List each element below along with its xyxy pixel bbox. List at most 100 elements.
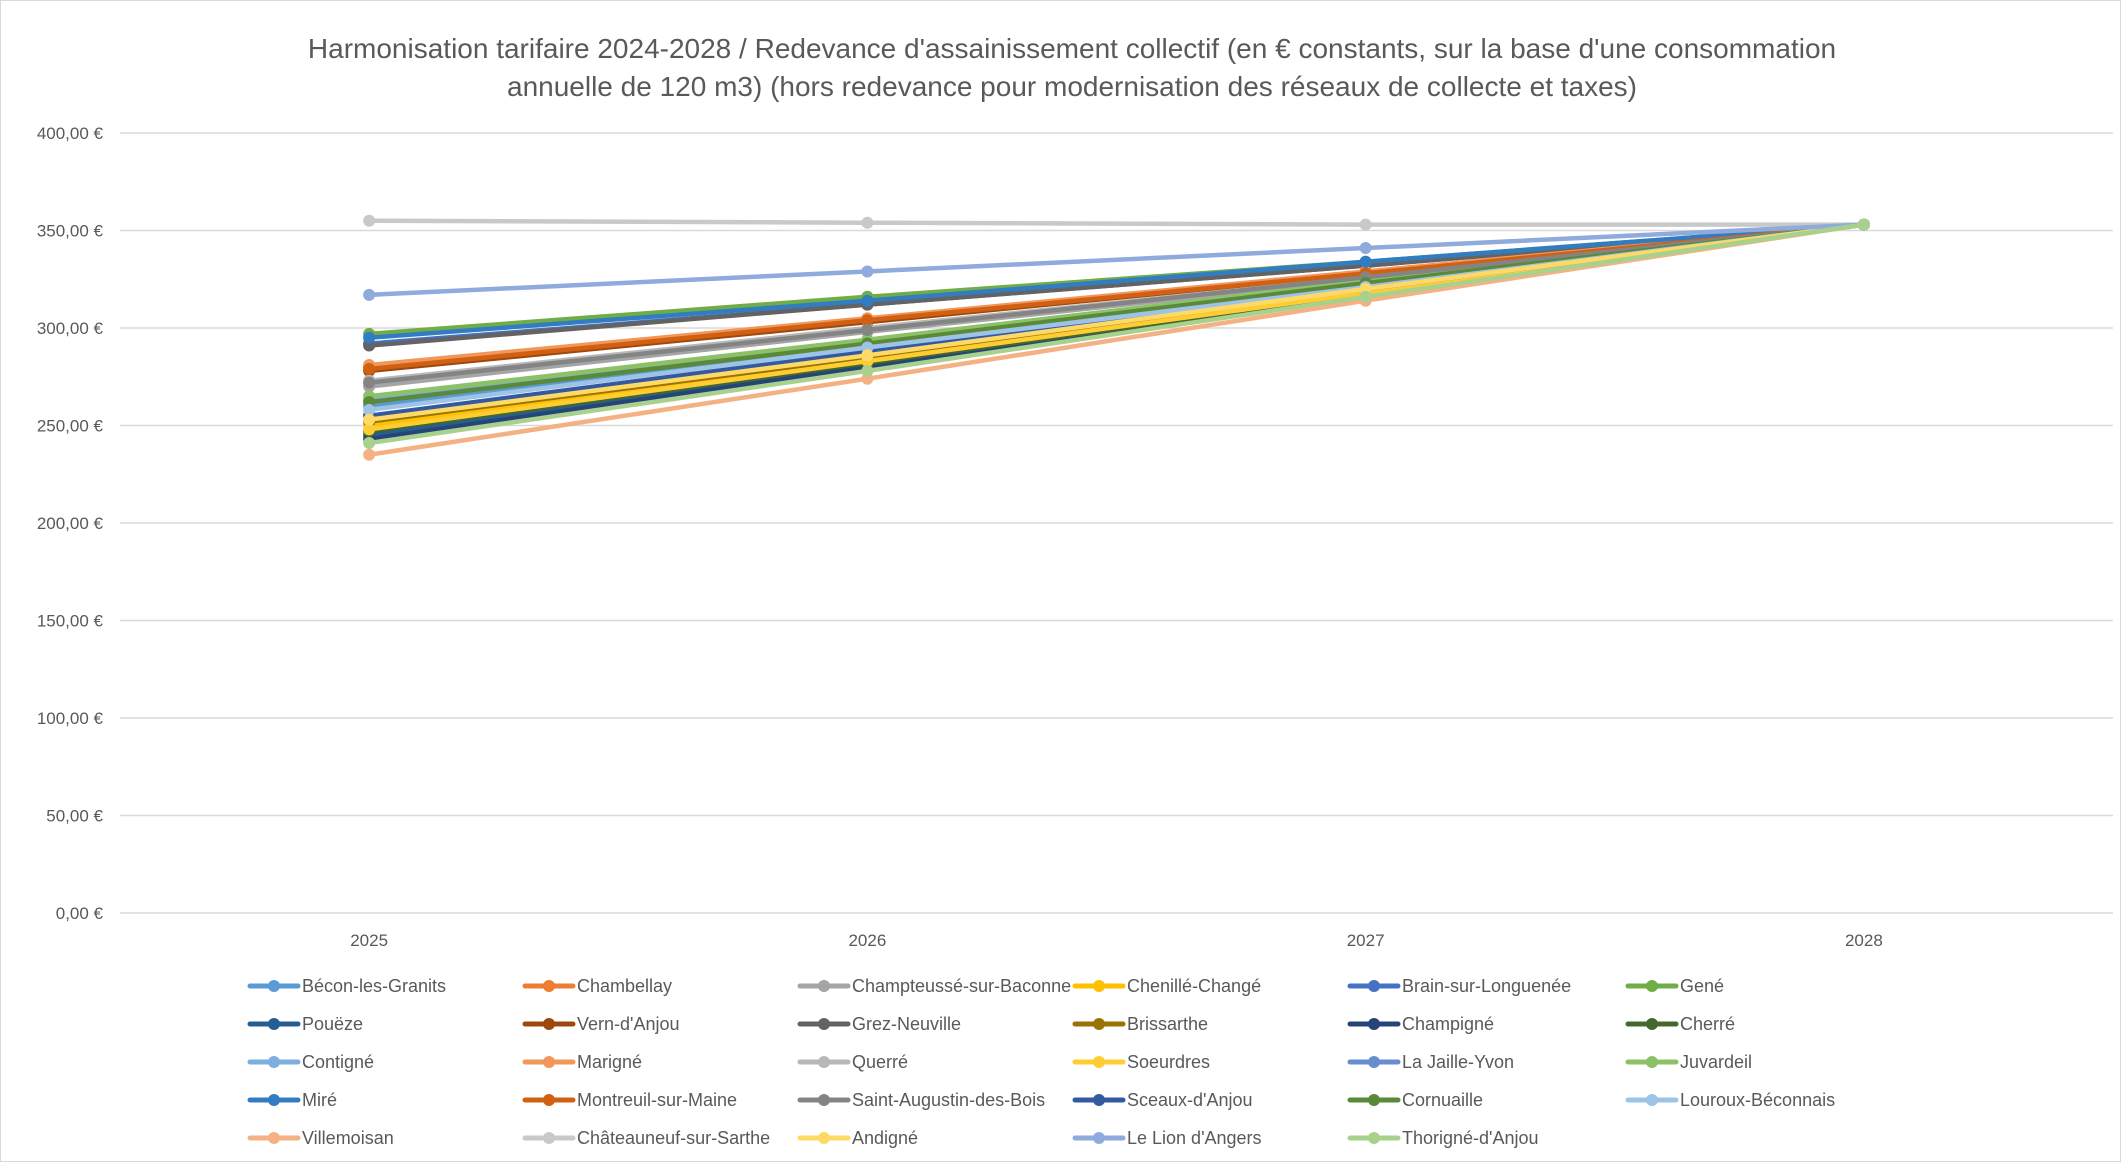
series-line xyxy=(366,222,1867,422)
x-tick-label: 2025 xyxy=(350,931,388,950)
gridlines xyxy=(120,132,2113,914)
data-point xyxy=(363,448,376,461)
legend-label: Querré xyxy=(852,1052,908,1072)
series-25 xyxy=(363,214,1870,231)
y-tick-label: 200,00 € xyxy=(37,514,104,533)
legend-label: La Jaille-Yvon xyxy=(1402,1052,1514,1072)
legend-item: Chambellay xyxy=(522,976,672,996)
legend-label: Champteussé-sur-Baconne xyxy=(852,976,1071,996)
legend-swatch-marker xyxy=(1093,1094,1105,1106)
legend-label: Le Lion d'Angers xyxy=(1127,1128,1262,1148)
y-tick-label: 0,00 € xyxy=(56,904,104,923)
legend-item: Chenillé-Changé xyxy=(1072,976,1261,996)
legend-label: Chenillé-Changé xyxy=(1127,976,1261,996)
legend-label: Gené xyxy=(1680,976,1724,996)
legend-label: Andigné xyxy=(852,1128,918,1148)
legend-item: Miré xyxy=(247,1090,337,1110)
x-tick-label: 2027 xyxy=(1347,931,1385,950)
legend: Bécon-les-Granits Chambellay Champteussé-s… xyxy=(247,976,1835,1148)
x-tick-label: 2026 xyxy=(848,931,886,950)
x-tick-label: 2028 xyxy=(1845,931,1883,950)
legend-swatch-marker xyxy=(543,1056,555,1068)
legend-swatch-marker xyxy=(1368,1056,1380,1068)
legend-label: Pouëze xyxy=(302,1014,363,1034)
data-point xyxy=(363,403,376,416)
legend-swatch-marker xyxy=(1646,1094,1658,1106)
legend-swatch-marker xyxy=(543,1132,555,1144)
legend-label: Miré xyxy=(302,1090,337,1110)
legend-item: Andigné xyxy=(797,1128,918,1148)
legend-label: Chambellay xyxy=(577,976,672,996)
data-point xyxy=(861,314,874,327)
data-point xyxy=(861,265,874,278)
y-axis-tick-labels: 0,00 € 50,00 € 100,00 € 150,00 € 200,00 € 250… xyxy=(37,124,104,923)
series-line xyxy=(366,218,1867,227)
legend-item: Grez-Neuville xyxy=(797,1014,961,1034)
y-tick-label: 150,00 € xyxy=(37,612,104,631)
legend-swatch-marker xyxy=(1368,1132,1380,1144)
data-point xyxy=(363,376,376,389)
series-line xyxy=(366,222,1867,446)
data-point xyxy=(363,362,376,375)
legend-item: Querré xyxy=(797,1052,908,1072)
legend-label: Champigné xyxy=(1402,1014,1494,1034)
legend-label: Châteauneuf-sur-Sarthe xyxy=(577,1128,770,1148)
legend-swatch-marker xyxy=(818,1132,830,1144)
legend-item: Soeurdres xyxy=(1072,1052,1210,1072)
legend-item: Brissarthe xyxy=(1072,1014,1208,1034)
legend-label: Louroux-Béconnais xyxy=(1680,1090,1835,1110)
y-tick-label: 50,00 € xyxy=(46,807,103,826)
y-tick-label: 300,00 € xyxy=(37,319,104,338)
legend-swatch-marker xyxy=(1093,1018,1105,1030)
data-point xyxy=(363,423,376,436)
data-point xyxy=(861,216,874,229)
legend-item: Thorigné-d'Anjou xyxy=(1347,1128,1539,1148)
legend-label: Vern-d'Anjou xyxy=(577,1014,680,1034)
y-tick-label: 250,00 € xyxy=(37,417,104,436)
legend-swatch-marker xyxy=(268,980,280,992)
legend-swatch-marker xyxy=(1093,1132,1105,1144)
legend-label: Contigné xyxy=(302,1052,374,1072)
legend-swatch-marker xyxy=(268,1056,280,1068)
data-point xyxy=(861,294,874,307)
data-point xyxy=(1359,218,1372,231)
x-axis-tick-labels: 2025 2026 2027 2028 xyxy=(350,931,1883,950)
legend-swatch-marker xyxy=(1368,1094,1380,1106)
legend-item: Bécon-les-Granits xyxy=(247,976,446,996)
legend-item: Contigné xyxy=(247,1052,374,1072)
legend-label: Juvardeil xyxy=(1680,1052,1752,1072)
legend-item: Juvardeil xyxy=(1625,1052,1752,1072)
data-point xyxy=(1359,290,1372,303)
legend-label: Cornuaille xyxy=(1402,1090,1483,1110)
legend-swatch-marker xyxy=(1093,1056,1105,1068)
legend-item: Marigné xyxy=(522,1052,642,1072)
legend-item: Cornuaille xyxy=(1347,1090,1483,1110)
legend-label: Bécon-les-Granits xyxy=(302,976,446,996)
legend-label: Villemoisan xyxy=(302,1128,394,1148)
legend-item: Saint-Augustin-des-Bois xyxy=(797,1090,1045,1110)
data-point xyxy=(861,323,874,336)
legend-label: Marigné xyxy=(577,1052,642,1072)
data-point xyxy=(363,214,376,227)
legend-item: Champteussé-sur-Baconne xyxy=(797,976,1071,996)
data-point xyxy=(363,288,376,301)
legend-label: Montreuil-sur-Maine xyxy=(577,1090,737,1110)
legend-swatch-marker xyxy=(543,1094,555,1106)
legend-item: Villemoisan xyxy=(247,1128,394,1148)
legend-swatch-marker xyxy=(818,980,830,992)
legend-swatch-marker xyxy=(268,1018,280,1030)
legend-label: Sceaux-d'Anjou xyxy=(1127,1090,1253,1110)
series-28 xyxy=(363,218,1870,450)
y-tick-label: 350,00 € xyxy=(37,222,104,241)
legend-swatch-marker xyxy=(818,1018,830,1030)
series-line xyxy=(366,222,1867,298)
chart-title-line-2: annuelle de 120 m3) (hors redevance pour… xyxy=(507,71,1637,102)
legend-swatch-marker xyxy=(1368,980,1380,992)
legend-swatch-marker xyxy=(818,1056,830,1068)
series-line xyxy=(366,222,1867,340)
legend-swatch-marker xyxy=(818,1094,830,1106)
legend-swatch-marker xyxy=(543,1018,555,1030)
legend-item: Louroux-Béconnais xyxy=(1625,1090,1835,1110)
legend-item: Châteauneuf-sur-Sarthe xyxy=(522,1128,770,1148)
